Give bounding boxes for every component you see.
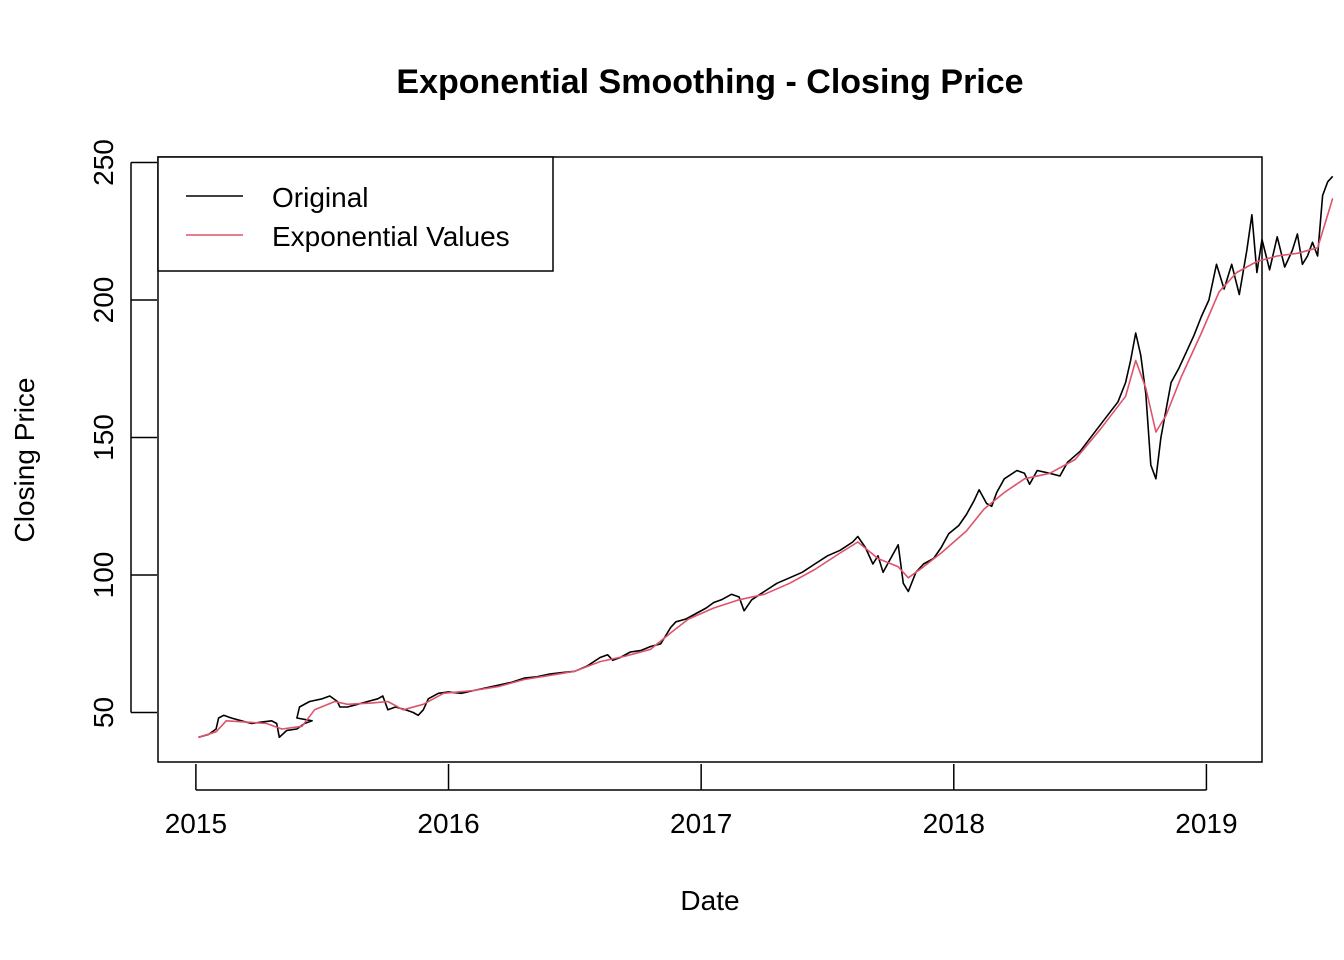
legend-label-original: Original xyxy=(272,182,368,213)
x-tick-label: 2015 xyxy=(165,808,227,839)
y-tick-label: 150 xyxy=(88,414,119,461)
chart-title: Exponential Smoothing - Closing Price xyxy=(396,63,1023,101)
series-line-original xyxy=(198,175,1334,739)
y-tick-label: 100 xyxy=(88,552,119,599)
x-axis: 2015 2016 2017 2018 2019 xyxy=(165,764,1238,839)
x-tick-label: 2017 xyxy=(670,808,732,839)
x-axis-label: Date xyxy=(680,885,739,916)
y-tick-label: 50 xyxy=(88,697,119,728)
y-axis: 50 100 150 200 250 xyxy=(88,139,157,728)
legend-label-exponential-values: Exponential Values xyxy=(272,221,510,252)
series-line-exponential-values xyxy=(198,198,1334,739)
x-tick-label: 2016 xyxy=(417,808,479,839)
y-axis-label: Closing Price xyxy=(9,378,40,543)
legend-box xyxy=(157,156,554,272)
x-tick-label: 2018 xyxy=(923,808,985,839)
series-layer xyxy=(198,175,1334,739)
x-tick-label: 2019 xyxy=(1175,808,1237,839)
y-tick-label: 200 xyxy=(88,277,119,324)
legend: Original Exponential Values xyxy=(157,156,554,272)
plot-frame xyxy=(157,156,1263,763)
y-tick-label: 250 xyxy=(88,139,119,186)
